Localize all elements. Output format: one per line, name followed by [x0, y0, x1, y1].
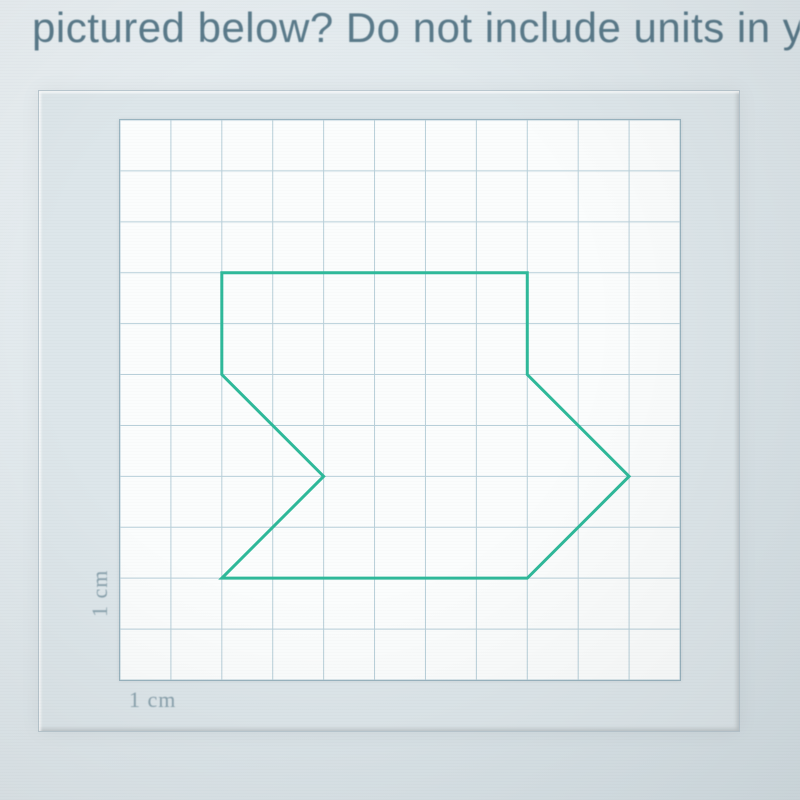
axis-label-bottom: 1 cm — [129, 687, 176, 713]
grid-svg — [120, 120, 680, 680]
grid-lines — [120, 120, 680, 680]
question-text: pictured below? Do not include units in … — [32, 4, 800, 52]
grid-plate — [119, 119, 681, 681]
figure-frame: 1 cm 1 cm — [38, 90, 740, 732]
axis-label-left: 1 cm — [87, 570, 113, 617]
